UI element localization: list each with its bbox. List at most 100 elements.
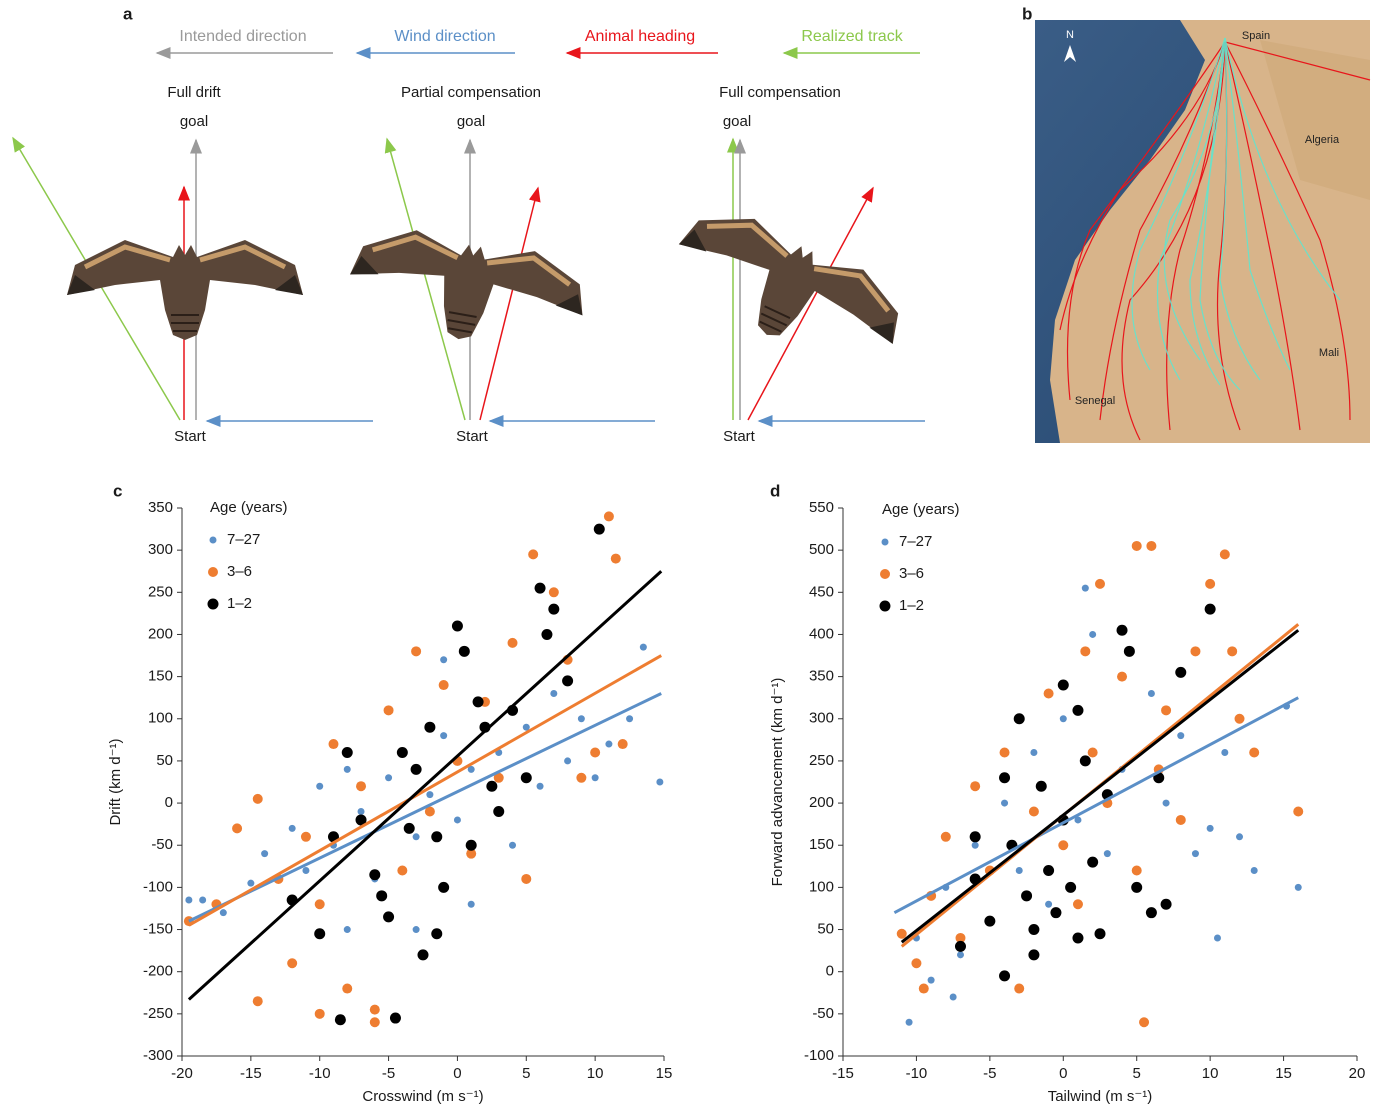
y-tick-label: 350 — [809, 668, 834, 685]
scatter-point — [232, 823, 242, 833]
scatter-point — [413, 926, 420, 933]
x-tick-label: -15 — [832, 1065, 854, 1082]
y-tick-label: 150 — [809, 836, 834, 853]
scatter-point — [1087, 857, 1098, 868]
scatter-point — [1072, 932, 1083, 943]
y-tick-label: 350 — [148, 499, 173, 516]
scenario-title: Partial compensation — [401, 84, 541, 101]
scatter-point — [454, 816, 461, 823]
scatter-point — [1080, 755, 1091, 766]
scatter-point — [604, 511, 614, 521]
x-tick-label: 5 — [1133, 1065, 1141, 1082]
scatter-point — [1146, 541, 1156, 551]
scatter-point — [384, 705, 394, 715]
scatter-point — [315, 1009, 325, 1019]
scatter-point — [1205, 604, 1216, 615]
scatter-point — [1000, 747, 1010, 757]
scatter-point — [1251, 867, 1258, 874]
bird-illustration — [342, 220, 592, 359]
y-tick-label: 300 — [148, 541, 173, 558]
scatter-point — [1163, 800, 1170, 807]
legend-text: Realized track — [801, 28, 903, 45]
scatter-point — [1132, 541, 1142, 551]
x-tick-label: 0 — [453, 1065, 461, 1082]
scatter-point — [486, 781, 497, 792]
scatter-point — [1072, 705, 1083, 716]
scatter-point — [535, 583, 546, 594]
scatter-point — [397, 866, 407, 876]
scatter-point — [950, 993, 957, 1000]
scatter-point — [369, 869, 380, 880]
scatter-point — [1028, 924, 1039, 935]
legend-title: Age (years) — [882, 501, 960, 518]
scatter-point — [1175, 667, 1186, 678]
x-tick-label: -20 — [171, 1065, 193, 1082]
scatter-point — [411, 646, 421, 656]
y-tick-label: 100 — [148, 710, 173, 727]
scatter-point — [431, 928, 442, 939]
legend-text: Wind direction — [394, 28, 495, 45]
panel-label: a — [123, 4, 133, 23]
scatter-point — [611, 554, 621, 564]
scatter-point — [424, 722, 435, 733]
fit-line — [189, 656, 661, 926]
y-tick-label: 100 — [809, 878, 834, 895]
scatter-point — [972, 842, 979, 849]
start-label: Start — [723, 428, 756, 445]
x-tick-label: -15 — [240, 1065, 262, 1082]
panel-label: d — [770, 481, 780, 500]
scatter-point — [1148, 690, 1155, 697]
scatter-point — [1058, 840, 1068, 850]
scatter-point — [1029, 807, 1039, 817]
y-tick-label: 250 — [809, 752, 834, 769]
legend-marker — [208, 567, 218, 577]
scatter-point — [1293, 807, 1303, 817]
scatter-point — [564, 757, 571, 764]
scatter-point — [1207, 825, 1214, 832]
scatter-point — [1295, 884, 1302, 891]
scatter-point — [459, 646, 470, 657]
x-tick-label: 15 — [656, 1065, 673, 1082]
scatter-point — [1227, 646, 1237, 656]
scatter-point — [431, 831, 442, 842]
scenario-title: Full compensation — [719, 84, 841, 101]
scatter-point — [541, 629, 552, 640]
scatter-point — [253, 794, 263, 804]
scatter-point — [549, 587, 559, 597]
scatter-point — [1249, 747, 1259, 757]
scatter-point — [261, 850, 268, 857]
scatter-point — [1161, 899, 1172, 910]
x-tick-label: 0 — [1059, 1065, 1067, 1082]
scatter-point — [640, 644, 647, 651]
legend-title: Age (years) — [210, 499, 288, 516]
y-tick-label: -250 — [143, 1005, 173, 1022]
scatter-point — [928, 977, 935, 984]
bird-illustration — [660, 194, 916, 384]
legend-marker — [210, 537, 217, 544]
legend-marker — [880, 601, 891, 612]
goal-label: goal — [723, 113, 751, 130]
scatter-point — [397, 747, 408, 758]
scatter-point — [1146, 907, 1157, 918]
scatter-point — [1030, 749, 1037, 756]
y-tick-label: 200 — [809, 794, 834, 811]
scatter-point — [440, 656, 447, 663]
y-axis-label: Forward advancement (km d⁻¹) — [769, 678, 786, 887]
scatter-point — [1044, 688, 1054, 698]
scenario-title: Full drift — [167, 84, 221, 101]
y-tick-label: 500 — [809, 541, 834, 558]
scatter-point — [919, 984, 929, 994]
scatter-point — [247, 880, 254, 887]
scatter-point — [287, 958, 297, 968]
y-tick-label: 550 — [809, 499, 834, 516]
scatter-point — [328, 739, 338, 749]
scatter-point — [1021, 890, 1032, 901]
y-tick-label: 250 — [148, 583, 173, 600]
y-axis-label: Drift (km d⁻¹) — [107, 738, 124, 825]
scatter-point — [253, 996, 263, 1006]
scatter-point — [509, 842, 516, 849]
scatter-point — [911, 958, 921, 968]
panel-label: b — [1022, 4, 1032, 23]
scatter-point — [1161, 705, 1171, 715]
scatter-point — [1014, 984, 1024, 994]
